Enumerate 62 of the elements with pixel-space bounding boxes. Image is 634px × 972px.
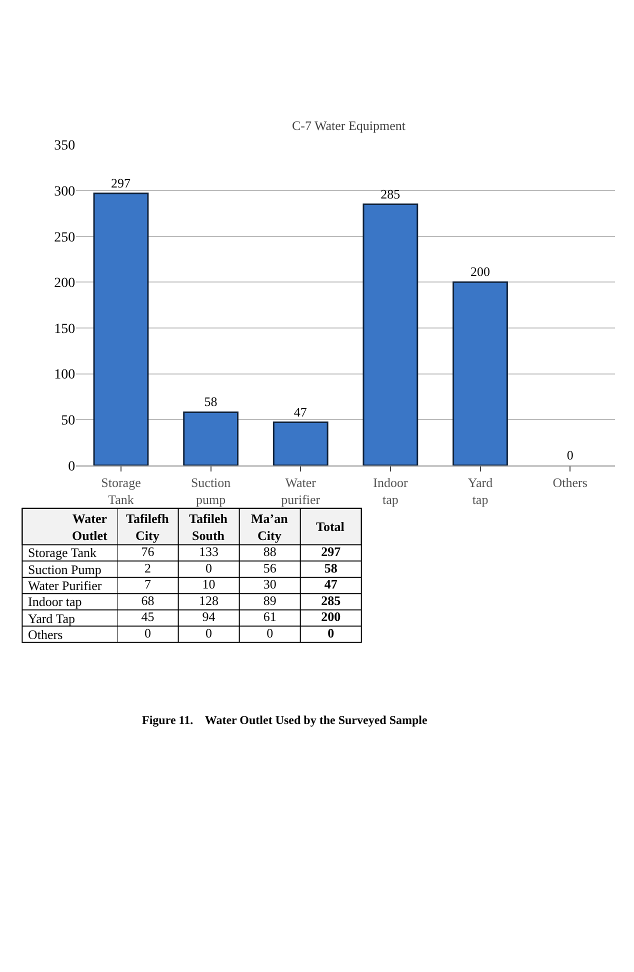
x-tick-label: Storage Tank xyxy=(101,474,142,507)
data-label: 47 xyxy=(324,576,338,592)
data-label: 68 xyxy=(141,592,154,608)
chart-title: C-7 Water Equipment xyxy=(292,118,406,133)
data-label: 94 xyxy=(202,609,216,624)
data-label: 285 xyxy=(321,592,342,608)
y-tick-label: Storage Tank xyxy=(28,545,98,560)
data-label: 200 xyxy=(321,609,341,624)
data-label: 58 xyxy=(324,560,338,576)
x-tick-label: Water purifier xyxy=(281,474,321,507)
data-label: 76 xyxy=(141,544,155,560)
data-label: 61 xyxy=(263,609,276,624)
data-label: 0 xyxy=(566,447,574,462)
y-tick-label: 350 xyxy=(54,138,76,154)
y-tick-label: Others xyxy=(28,627,63,642)
data-label: 30 xyxy=(263,576,276,592)
data-label: 88 xyxy=(263,544,276,560)
data-label: 128 xyxy=(199,592,219,608)
y-axis-title: Water Outlet xyxy=(72,511,108,543)
data-label: 7 xyxy=(144,576,152,592)
x-tick-label: Tafilefh City xyxy=(126,511,170,543)
data-label: 45 xyxy=(141,609,154,624)
y-tick-label: 50 xyxy=(61,413,76,428)
data-label: 0 xyxy=(206,626,212,641)
data-label: 2 xyxy=(144,560,152,576)
x-tick-label: Yard tap xyxy=(468,474,494,507)
x-tick-label: Tafileh South xyxy=(189,511,228,543)
x-tick-label: Ma’an City xyxy=(251,511,289,543)
caption: Figure 11. Water Outlet Used by the Surveyed Sample xyxy=(142,713,428,727)
data-label: 297 xyxy=(321,544,342,560)
y-tick-label: 150 xyxy=(54,322,76,337)
y-tick-label: 200 xyxy=(54,276,76,292)
data-label: 0 xyxy=(206,560,212,576)
y-tick-label: 0 xyxy=(68,459,76,474)
data-label: 297 xyxy=(110,175,131,190)
x-tick-label: Total xyxy=(316,519,345,534)
bar xyxy=(183,411,238,466)
bar xyxy=(93,192,149,466)
data-label: 10 xyxy=(202,576,216,592)
data-label: 200 xyxy=(470,264,490,280)
y-tick-label: Indoor tap xyxy=(28,594,82,609)
bar xyxy=(452,281,508,466)
y-tick-label: 250 xyxy=(54,230,76,246)
x-tick-label: Others xyxy=(552,474,588,490)
data-label: 89 xyxy=(263,592,276,608)
bar xyxy=(362,204,418,466)
y-tick-label: 100 xyxy=(54,368,76,383)
y-tick-label: Water Purifier xyxy=(28,578,102,593)
data-label: 285 xyxy=(380,186,400,202)
bar xyxy=(272,422,328,466)
data-label: 133 xyxy=(199,544,219,560)
data-label: 56 xyxy=(263,560,277,576)
data-label: 47 xyxy=(294,404,308,420)
x-tick-label: Indoor tap xyxy=(373,474,408,507)
y-tick-label: Yard Tap xyxy=(28,611,76,626)
y-tick-label: 300 xyxy=(54,184,76,200)
data-label: 58 xyxy=(204,394,218,410)
data-label: 0 xyxy=(328,626,334,641)
data-label: 0 xyxy=(266,626,274,641)
y-tick-label: Suction Pump xyxy=(28,562,102,577)
data-label: 0 xyxy=(144,626,152,641)
x-tick-label: Suction pump xyxy=(190,474,232,507)
